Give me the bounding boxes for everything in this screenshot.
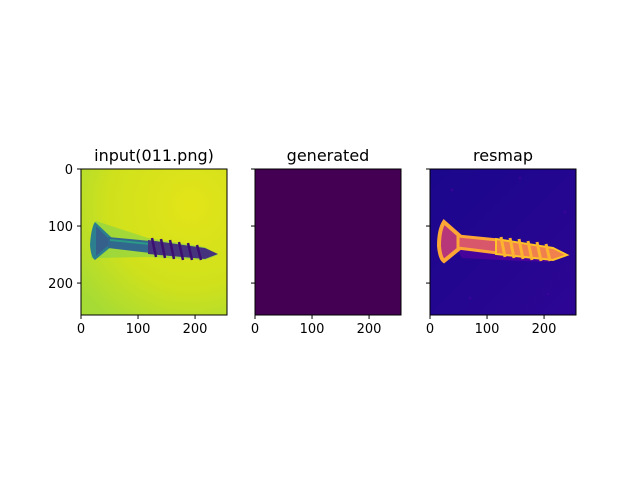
x-tick-label: 200 [357, 322, 382, 337]
y-tick-label: 0 [65, 163, 73, 178]
axes-frame [254, 168, 402, 316]
panel-input: input(011.png) 0 100 200 0 100 200 [48, 146, 228, 337]
x-tick-label: 0 [426, 322, 434, 337]
panel-title-generated: generated [287, 146, 370, 165]
x-tick-label: 200 [532, 322, 557, 337]
x-tick-label: 200 [183, 322, 208, 337]
axes-frame [80, 168, 228, 316]
panel-resmap: resmap [426, 146, 577, 337]
y-tick-label: 100 [48, 220, 73, 235]
generated-image [255, 169, 401, 315]
panel-title-resmap: resmap [473, 146, 533, 165]
x-tick-label: 100 [300, 322, 325, 337]
screw-image [81, 169, 227, 315]
resmap-image [430, 169, 576, 315]
panel-generated: generated 0 100 200 [251, 146, 402, 337]
axes-resmap: 0 100 200 [426, 168, 577, 337]
panel-title-input: input(011.png) [94, 146, 214, 165]
axes-input: 0 100 200 0 100 200 [48, 163, 228, 337]
axes-generated: 0 100 200 [251, 168, 402, 337]
axes-frame [429, 168, 577, 316]
y-tick-label: 200 [48, 277, 73, 292]
x-tick-label: 0 [251, 322, 259, 337]
x-tick-label: 100 [475, 322, 500, 337]
x-tick-label: 100 [126, 322, 151, 337]
x-tick-label: 0 [77, 322, 85, 337]
